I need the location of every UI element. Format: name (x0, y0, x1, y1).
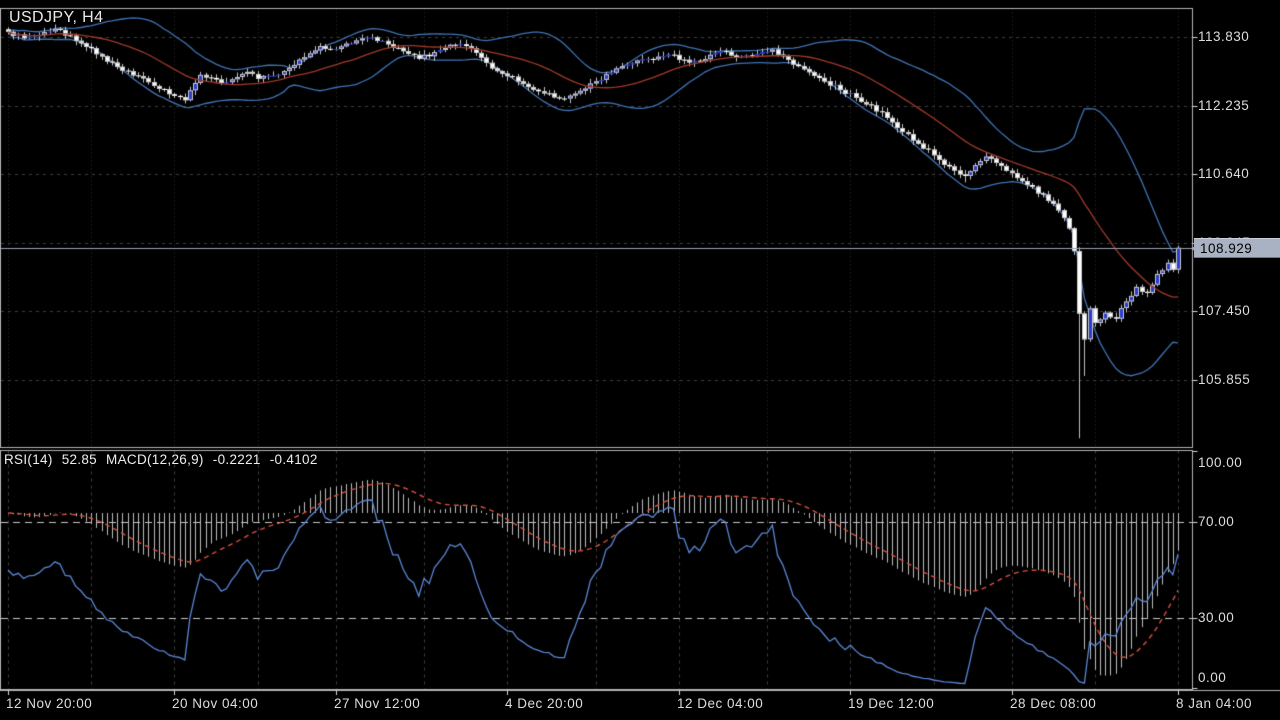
time-tick-label: 27 Nov 12:00 (334, 696, 421, 711)
time-tick-label: 4 Dec 20:00 (505, 696, 584, 711)
price-tick-label: 112.235 (1198, 98, 1250, 113)
time-tick-label: 12 Dec 04:00 (677, 696, 764, 711)
indicator-tick-label: 100.00 (1198, 455, 1243, 470)
indicator-tick-label: 70.00 (1198, 514, 1235, 529)
rsi-value-label: 52.85 (61, 452, 97, 467)
symbol-timeframe-label: USDJPY, H4 (9, 9, 104, 26)
current-price-badge: 108.929 (1194, 238, 1280, 258)
price-tick-label: 110.640 (1198, 166, 1250, 181)
macd-signal-value-label: -0.4102 (269, 452, 318, 467)
current-price-value: 108.929 (1200, 241, 1253, 256)
time-tick-label: 20 Nov 04:00 (172, 696, 259, 711)
macd-value-label: -0.2221 (212, 452, 261, 467)
price-tick-label: 113.830 (1198, 29, 1250, 44)
macd-name-label: MACD(12,26,9) (106, 452, 204, 467)
indicator-tick-label: 30.00 (1198, 610, 1235, 625)
price-tick-label: 105.855 (1198, 372, 1251, 387)
indicator-tick-label: 0.00 (1198, 670, 1227, 685)
time-tick-label: 12 Nov 20:00 (6, 696, 93, 711)
chart-title: USDJPY, H4 (9, 9, 103, 27)
indicator-label: RSI(14) 52.85 MACD(12,26,9) -0.2221 -0.4… (4, 452, 323, 467)
time-tick-label: 19 Dec 12:00 (848, 696, 935, 711)
rsi-name-label: RSI(14) (4, 452, 53, 467)
price-tick-label: 107.450 (1198, 303, 1251, 318)
time-tick-label: 8 Jan 04:00 (1176, 696, 1253, 711)
time-tick-label: 28 Dec 08:00 (1010, 696, 1097, 711)
